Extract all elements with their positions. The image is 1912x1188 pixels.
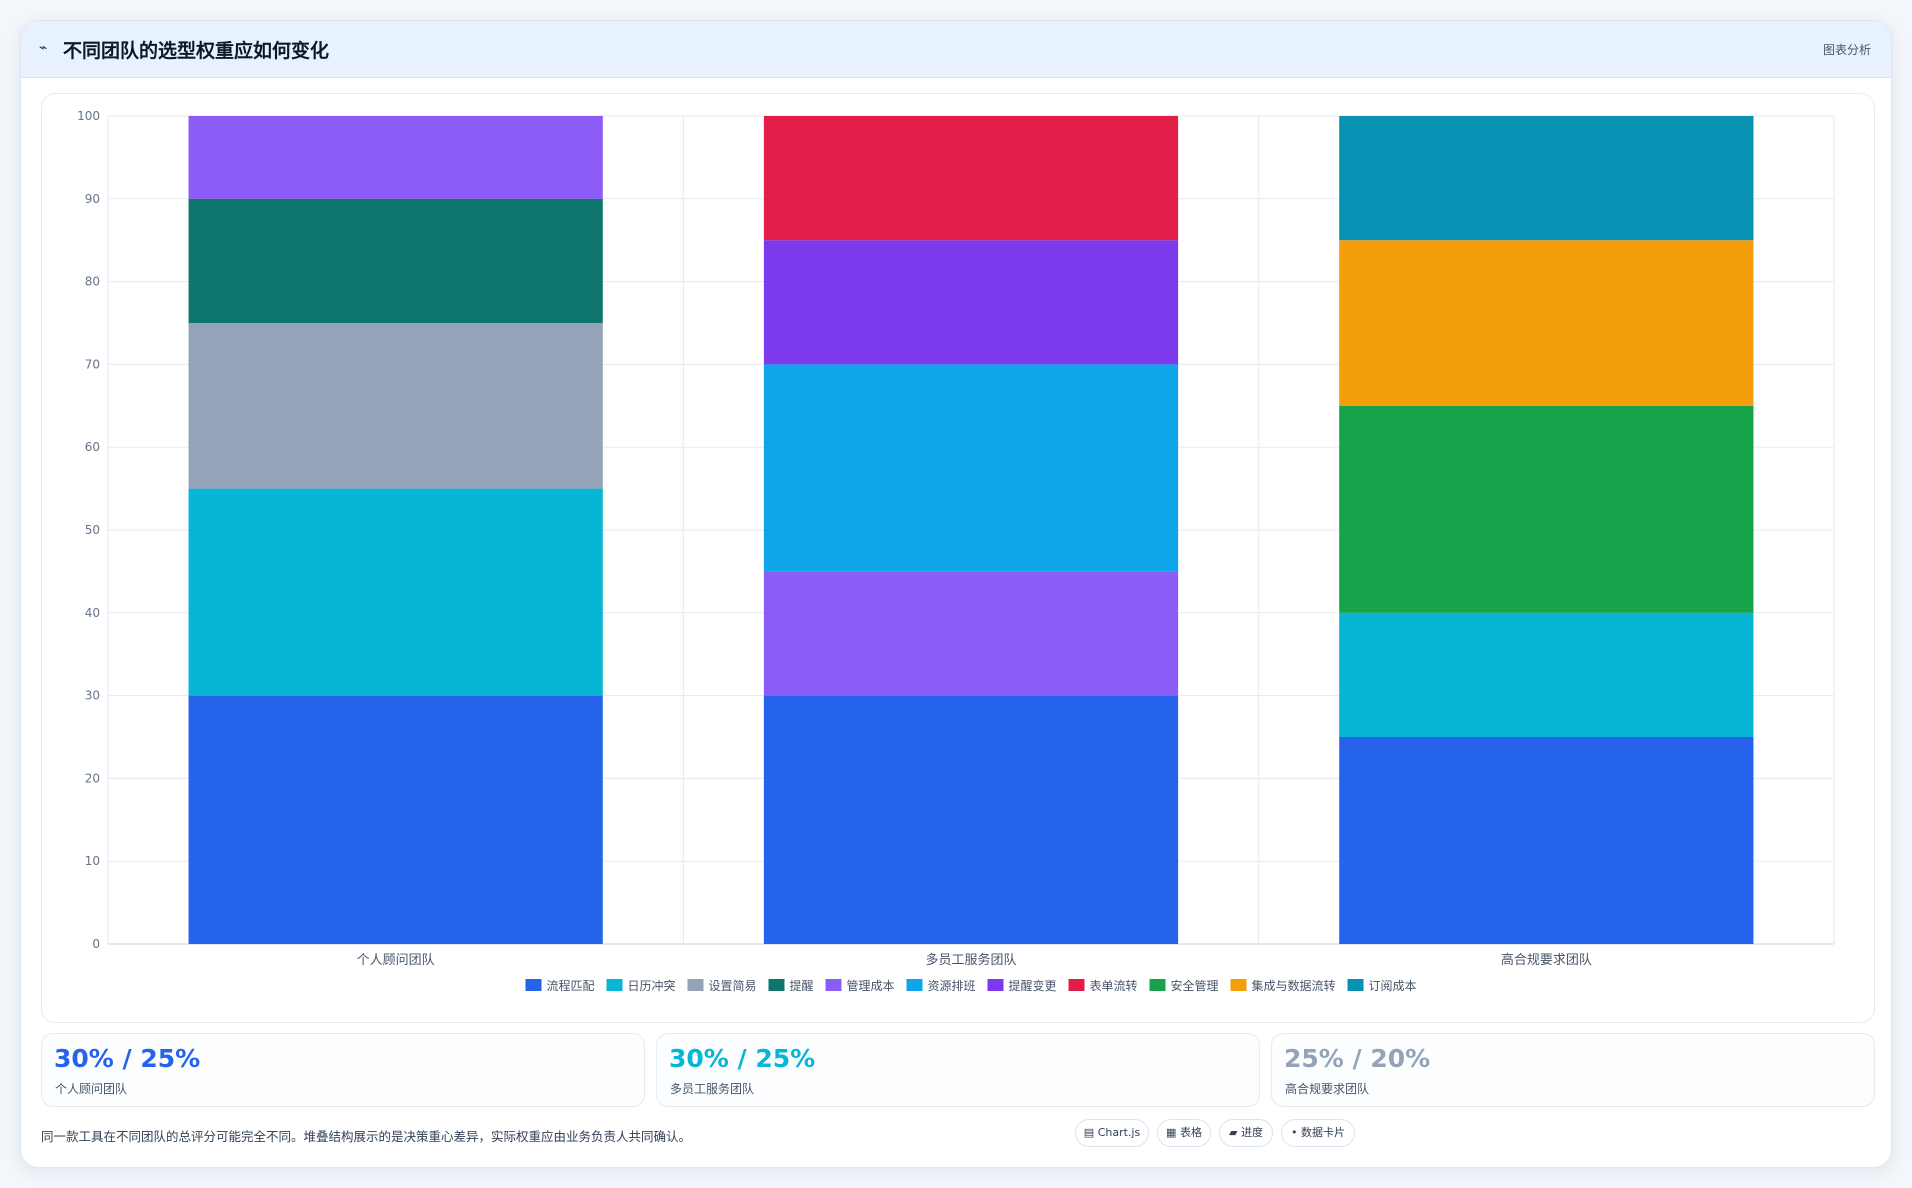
legend-swatch [687,979,704,991]
legend-item[interactable]: 管理成本 [825,978,895,993]
stat-label: 高合规要求团队 [1285,1082,1370,1096]
legend-swatch [1347,979,1364,991]
legend-item[interactable]: 安全管理 [1149,978,1219,993]
y-tick-label: 20 [85,771,100,785]
y-tick-label: 70 [85,357,100,371]
legend-label: 提醒变更 [1009,978,1057,993]
legend-item[interactable]: 提醒变更 [987,978,1057,993]
legend-item[interactable]: 提醒 [768,978,814,993]
legend-swatch [768,979,785,991]
stat-card: 30% / 25% 个人顾问团队 [41,1033,645,1107]
legend-swatch [606,979,623,991]
legend-item[interactable]: 设置简易 [687,979,757,993]
legend-swatch [525,979,542,991]
chart-container: 0 10 20 30 40 50 60 70 80 90 100 个人顾问团队 多员工服务团队 高合规要求… [41,93,1875,1023]
chart-icon: ▤ [1083,1126,1095,1139]
stat-value: 25% / 20% [1284,1044,1431,1073]
y-tick-label: 40 [85,606,100,620]
chart-card: ⌁ 不同团队的选型权重应如何变化 图表分析 0 10 20 30 40 50 60 70 80 9… [20,20,1892,1168]
y-tick-label: 10 [85,854,100,868]
chip-label: 数据卡片 [1301,1126,1345,1139]
bar-segment[interactable] [188,323,603,489]
bar-segment[interactable] [1339,116,1754,241]
bar-segment[interactable] [1339,240,1754,406]
bar-segment[interactable] [188,695,603,944]
bar-segment[interactable] [763,695,1179,944]
bar-segment[interactable] [188,488,603,696]
legend-swatch [906,979,923,991]
stat-value: 30% / 25% [669,1044,816,1073]
chip-progress[interactable]: ▰ 进度 [1219,1119,1273,1147]
legend-item[interactable]: 订阅成本 [1347,979,1417,993]
legend-label: 安全管理 [1171,978,1219,993]
stat-card: 25% / 20% 高合规要求团队 [1271,1033,1875,1107]
legend-item[interactable]: 日历冲突 [606,978,676,993]
legend-label: 表单流转 [1090,978,1138,993]
y-tick-label: 30 [85,689,100,703]
chip-label: Chart.js [1097,1126,1141,1139]
legend-label: 日历冲突 [628,978,676,993]
y-tick-label: 60 [85,440,100,454]
bar-segment[interactable] [763,571,1179,696]
category-tag: 图表分析 [1822,43,1871,57]
stat-card: 30% / 25% 多员工服务团队 [656,1033,1260,1107]
legend-swatch [987,979,1004,991]
card-icon: • [1291,1126,1298,1139]
bar-segment[interactable] [1339,612,1754,737]
stat-cards: 30% / 25% 个人顾问团队 30% / 25% 多员工服务团队 25% /… [41,1033,1875,1107]
bar-segment[interactable] [188,116,603,199]
bar-segment[interactable] [1339,405,1754,613]
legend-label: 资源排班 [928,979,976,993]
legend-label: 设置简易 [709,979,757,993]
legend-label: 管理成本 [847,978,895,993]
legend-swatch [825,979,842,991]
bar-segment[interactable] [763,364,1179,572]
chip-data-card[interactable]: • 数据卡片 [1281,1119,1355,1147]
legend-item[interactable]: 流程匹配 [525,978,595,993]
x-tick-label: 多员工服务团队 [925,952,1016,968]
legend-item[interactable]: 集成与数据流转 [1230,978,1336,993]
legend-item[interactable]: 表单流转 [1068,978,1138,993]
legend-label: 提醒 [790,978,814,993]
card-header: ⌁ 不同团队的选型权重应如何变化 图表分析 [21,21,1891,78]
chip-table[interactable]: ▦ 表格 [1157,1119,1211,1147]
chip-chartjs[interactable]: ▤ Chart.js [1075,1119,1149,1147]
legend-item[interactable]: 资源排班 [906,979,976,993]
y-tick-label: 100 [77,109,100,123]
y-tick-label: 80 [85,275,100,289]
y-tick-label: 50 [85,523,100,537]
legend-swatch [1230,979,1247,991]
legend-label: 订阅成本 [1369,979,1417,993]
legend-swatch [1149,979,1166,991]
legend-label: 集成与数据流转 [1252,978,1336,993]
y-tick-label: 90 [85,192,100,206]
footer-note: 同一款工具在不同团队的总评分可能完全不同。堆叠结构展示的是决策重心差异，实际权重… [41,1129,692,1144]
progress-icon: ▰ [1229,1126,1238,1139]
bar-segment[interactable] [763,240,1179,365]
stat-value: 30% / 25% [54,1044,201,1073]
legend-swatch [1068,979,1085,991]
table-icon: ▦ [1166,1126,1177,1139]
x-tick-label: 高合规要求团队 [1501,952,1592,968]
chip-label: 表格 [1179,1126,1202,1139]
bar-segment[interactable] [1339,737,1754,944]
chart-line-icon: ⌁ [39,40,48,56]
chip-label: 进度 [1240,1126,1263,1139]
footer: 同一款工具在不同团队的总评分可能完全不同。堆叠结构展示的是决策重心差异，实际权重… [41,1119,1873,1151]
legend-label: 流程匹配 [547,978,595,993]
stacked-bar-chart: 0 10 20 30 40 50 60 70 80 90 100 个人顾问团队 多员工服务团队 高合规要求… [77,109,1835,993]
stat-label: 多员工服务团队 [670,1082,755,1096]
page-title: 不同团队的选型权重应如何变化 [63,40,330,62]
y-tick-label: 0 [92,937,100,951]
bar-segment[interactable] [763,116,1179,241]
x-tick-label: 个人顾问团队 [357,953,435,968]
bar-segment[interactable] [188,198,603,323]
stat-label: 个人顾问团队 [55,1082,128,1096]
